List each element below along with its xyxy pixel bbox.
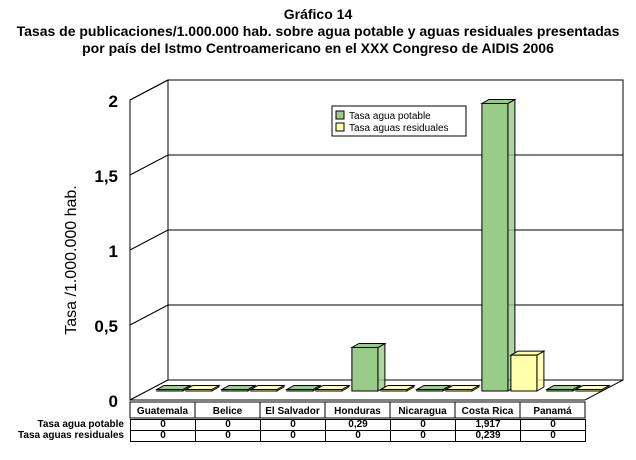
bar-guatemala-s1 <box>185 389 213 392</box>
bar-top-guatemala-s1 <box>184 385 221 390</box>
legend-box <box>331 105 467 137</box>
table-cell: 0 <box>130 430 196 442</box>
chart-subtitle-line-1: Tasas de publicaciones/1.000.000 hab. so… <box>16 23 620 39</box>
bar-top-belice-s1 <box>249 385 286 390</box>
data-table: Tasa agua potable 0 0 0 0,29 0 1,917 0 Tasa agua… <box>12 419 586 442</box>
gridline-side <box>129 154 169 176</box>
bar-top-nicaragua-s1 <box>444 385 481 390</box>
x-category-cell <box>519 401 586 419</box>
bar-top-panamá-s1 <box>574 385 611 390</box>
table-cell: 0 <box>520 430 586 442</box>
bar-nicaragua-s1 <box>445 389 473 392</box>
table-row-label: Tasa agua potable <box>37 419 124 430</box>
table-cell: 0,29 <box>325 419 391 431</box>
bar-side-costa-rica-s0 <box>507 98 516 392</box>
gridline-side <box>129 304 169 326</box>
bar-guatemala-s0 <box>156 389 184 392</box>
bar-belice-s1 <box>250 389 278 392</box>
table-cell: 0 <box>520 419 586 431</box>
legend-label: Tasa agua potable <box>349 111 431 122</box>
table-cell: 0 <box>130 419 196 431</box>
bar-top-honduras-s0 <box>350 343 387 348</box>
legend-label: Tasa aguas residuales <box>349 123 449 134</box>
table-cell: 1,917 <box>455 419 521 431</box>
y-tick-label: 1 <box>109 242 118 261</box>
y-axis-label: Tasa /1.000.000 hab. <box>63 185 80 334</box>
bar-top-costa-rica-s1 <box>509 350 546 356</box>
table-cell: 0,239 <box>455 430 521 442</box>
bar-side-costa-rica-s1 <box>536 350 545 392</box>
table-cell: 0 <box>195 419 261 431</box>
chart-title: Gráfico 14 <box>283 6 353 22</box>
bar-belice-s0 <box>221 389 249 392</box>
x-tick-label: Nicaragua <box>398 406 447 417</box>
table-cell: 0 <box>390 430 456 442</box>
table-row-label: Tasa aguas residuales <box>18 430 124 441</box>
table-cell: 0 <box>390 419 456 431</box>
table-row: Tasa aguas residuales 0 0 0 0 0 0,239 0 <box>12 430 586 442</box>
bar-top-honduras-s1 <box>379 385 416 390</box>
y-tick-label: 0 <box>109 392 118 411</box>
chart-subtitle-line-2: por país del Istmo Centroamericano en el… <box>82 40 554 56</box>
bar-side-honduras-s0 <box>377 342 386 392</box>
gridline-side <box>129 79 169 101</box>
x-tick-label: El Salvador <box>265 406 320 417</box>
bar-top-nicaragua-s0 <box>415 385 452 390</box>
bar-top-panamá-s0 <box>545 385 582 390</box>
table-cell: 0 <box>325 430 391 442</box>
y-tick-label: 0,5 <box>94 317 118 336</box>
table-cell: 0 <box>260 419 326 431</box>
y-tick-label: 1,5 <box>94 167 118 186</box>
bar-panamá-s1 <box>575 389 603 392</box>
bar-el-salvador-s1 <box>315 389 343 392</box>
bar-top-belice-s0 <box>220 385 257 390</box>
bar-top-guatemala-s0 <box>155 385 192 390</box>
bar-top-el-salvador-s1 <box>314 385 351 390</box>
x-tick-label: Costa Rica <box>462 406 514 417</box>
bar-honduras-s0 <box>351 347 379 392</box>
bar-chart: 0 0,5 1 1,5 2 Tasa /1.000.000 hab. Guatemala Be… <box>63 79 624 419</box>
x-tick-label: Guatemala <box>137 406 189 417</box>
x-tick-label: Panamá <box>533 406 572 417</box>
bar-nicaragua-s0 <box>416 389 444 392</box>
legend-swatch <box>335 122 345 132</box>
table-cell: 0 <box>260 430 326 442</box>
bar-costa-rica-s0 <box>481 102 509 392</box>
gridline-side <box>129 229 169 251</box>
bar-top-costa-rica-s0 <box>480 98 517 104</box>
bar-honduras-s1 <box>380 389 408 392</box>
table-cell: 0 <box>195 430 261 442</box>
x-tick-label: Honduras <box>334 406 381 417</box>
table-row: Tasa agua potable 0 0 0 0,29 0 1,917 0 <box>12 419 586 431</box>
x-tick-label: Belice <box>213 406 243 417</box>
bar-el-salvador-s0 <box>286 389 314 392</box>
legend-swatch <box>335 110 345 120</box>
bar-top-el-salvador-s0 <box>285 385 322 390</box>
bar-panamá-s0 <box>546 389 574 392</box>
bar-costa-rica-s1 <box>510 354 538 392</box>
y-tick-label: 2 <box>109 92 118 111</box>
